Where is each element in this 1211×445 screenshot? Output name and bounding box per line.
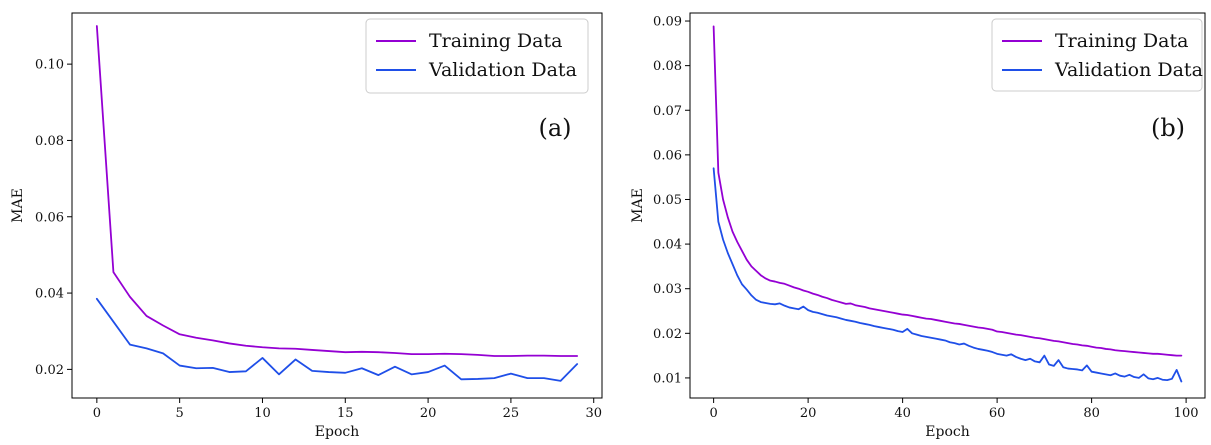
legend-label: Validation Data: [428, 59, 577, 81]
y-tick-label: 0.01: [653, 371, 682, 386]
legend: Training Data Validation Data: [991, 18, 1203, 92]
series-line-training: [95, 25, 579, 357]
x-tick-label: 30: [585, 406, 602, 421]
legend-box: [991, 18, 1203, 92]
series-line-training: [712, 25, 1183, 357]
y-tick-label: 0.10: [35, 58, 64, 73]
panel-tag: (b): [1151, 114, 1185, 142]
y-tick-label: 0.03: [653, 282, 682, 297]
x-tick-label: 15: [337, 406, 354, 421]
y-tick-label: 0.04: [35, 287, 64, 302]
y-tick-label: 0.06: [35, 210, 64, 225]
plot-frame: [71, 12, 603, 399]
chart-panel-1: 0 5 10 15 20 25 30 0.02 0.04 0.06 0.08 0.10 Epoch MAE…: [10, 12, 603, 440]
y-tick-label: 0.07: [653, 104, 682, 119]
y-tick-label: 0.09: [653, 15, 682, 30]
x-tick-label: 80: [1083, 406, 1100, 421]
x-tick-label: 100: [1174, 406, 1199, 421]
plot-frame: [689, 12, 1206, 399]
y-tick-label: 0.08: [653, 59, 682, 74]
y-tick-label: 0.02: [653, 327, 682, 342]
x-tick-label: 5: [176, 406, 184, 421]
panel-tag: (a): [538, 114, 571, 142]
series-line-validation: [712, 167, 1183, 383]
y-tick-label: 0.05: [653, 193, 682, 208]
x-tick-label: 10: [254, 406, 271, 421]
y-tick-label: 0.06: [653, 148, 682, 163]
y-tick-label: 0.04: [653, 238, 682, 253]
y-axis-label: MAE: [10, 188, 26, 223]
legend-box: [365, 18, 589, 94]
legend-label: Training Data: [1055, 30, 1188, 52]
series-line-validation: [95, 297, 579, 382]
x-tick-label: 40: [894, 406, 911, 421]
x-tick-label: 20: [800, 406, 817, 421]
y-tick-label: 0.02: [35, 363, 64, 378]
x-tick-label: 0: [709, 406, 717, 421]
x-axis-label: Epoch: [315, 424, 359, 440]
x-tick-label: 20: [420, 406, 437, 421]
y-tick-label: 0.08: [35, 134, 64, 149]
y-axis-label: MAE: [630, 188, 646, 223]
legend: Training Data Validation Data: [365, 18, 589, 94]
chart-panel-2: 0 20 40 60 80 100 0.01 0.02 0.03 0.04 0.05 0.06 0.07…: [630, 12, 1206, 440]
x-tick-label: 0: [93, 406, 101, 421]
legend-label: Training Data: [429, 30, 562, 52]
legend-label: Validation Data: [1054, 59, 1203, 81]
x-axis-label: Epoch: [925, 424, 969, 440]
x-tick-label: 25: [503, 406, 520, 421]
x-tick-label: 60: [989, 406, 1006, 421]
